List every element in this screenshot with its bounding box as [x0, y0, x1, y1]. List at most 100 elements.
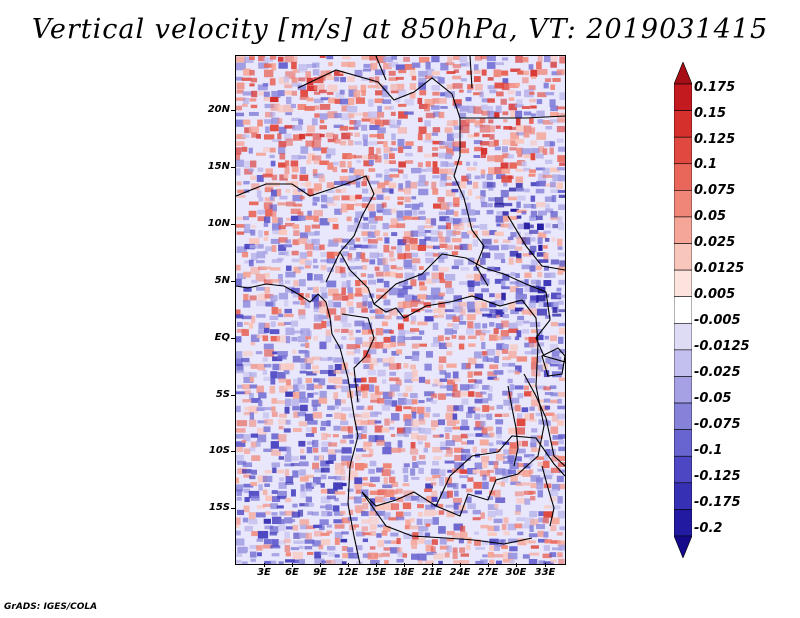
- field-cell: [271, 512, 278, 516]
- field-cell: [433, 294, 444, 300]
- field-cell: [452, 132, 463, 139]
- field-cell: [507, 552, 518, 560]
- field-cell: [453, 510, 463, 514]
- field-cell: [384, 180, 390, 186]
- field-cell: [411, 432, 419, 440]
- field-cell: [536, 61, 542, 70]
- field-cell: [496, 481, 504, 486]
- field-cell: [545, 358, 552, 365]
- field-cell: [529, 98, 537, 103]
- field-cell: [271, 174, 278, 181]
- field-cell: [501, 523, 507, 531]
- field-cell: [507, 90, 515, 95]
- lake-tanganyika: [507, 385, 519, 467]
- field-cell: [460, 308, 466, 316]
- field-cell: [374, 230, 380, 237]
- field-cell: [521, 106, 531, 109]
- field-cell: [487, 376, 497, 380]
- field-cell: [551, 414, 560, 422]
- field-cell: [396, 223, 406, 228]
- field-cell: [486, 357, 497, 362]
- field-cell: [249, 412, 254, 420]
- field-cell: [403, 463, 410, 468]
- field-cell: [508, 257, 514, 265]
- field-cell: [459, 547, 466, 553]
- field-cell: [439, 385, 448, 389]
- field-cell: [346, 203, 355, 211]
- field-cell: [411, 343, 419, 349]
- field-cell: [318, 75, 326, 81]
- field-cell: [292, 188, 304, 196]
- field-cell: [473, 427, 484, 431]
- colorbar-bin: [674, 429, 692, 457]
- field-cell: [535, 456, 545, 460]
- field-cell: [355, 237, 361, 242]
- field-cell: [353, 357, 360, 364]
- field-cell: [487, 510, 496, 518]
- field-cell: [236, 168, 241, 176]
- field-cell: [339, 176, 349, 182]
- colorbar-label-0-025: 0.025: [694, 235, 736, 250]
- field-cell: [403, 511, 412, 517]
- field-cell: [237, 189, 247, 194]
- field-cell: [417, 162, 423, 168]
- field-cell: [262, 489, 268, 496]
- field-cell: [543, 302, 554, 307]
- field-cell: [332, 505, 340, 512]
- field-cell: [543, 230, 551, 234]
- field-cell: [248, 259, 254, 267]
- field-cell: [433, 456, 442, 461]
- field-cell: [480, 174, 486, 179]
- field-cell: [277, 434, 287, 442]
- field-cell: [430, 287, 441, 295]
- field-cell: [334, 462, 345, 471]
- field-cell: [516, 159, 525, 166]
- field-cell: [278, 126, 287, 134]
- field-cell: [487, 313, 498, 319]
- field-cell: [531, 447, 538, 453]
- field-cell: [265, 511, 271, 515]
- field-cell: [242, 119, 251, 125]
- field-cell: [487, 266, 496, 272]
- field-cell: [515, 90, 522, 97]
- field-cell: [454, 490, 459, 497]
- field-cell: [517, 153, 523, 158]
- field-cell: [264, 187, 274, 193]
- field-cell: [452, 230, 461, 235]
- field-cell: [461, 484, 467, 489]
- field-cell: [382, 391, 393, 400]
- field-cell: [341, 407, 352, 411]
- field-cell: [452, 497, 463, 503]
- field-cell: [430, 299, 436, 305]
- field-cell: [474, 379, 483, 384]
- field-cell: [438, 272, 444, 280]
- field-cell: [537, 68, 548, 75]
- field-cell: [550, 61, 557, 68]
- field-cell: [327, 244, 338, 247]
- field-cell: [340, 413, 347, 421]
- field-cell: [517, 223, 524, 230]
- field-cell: [369, 490, 380, 495]
- field-cell: [258, 266, 267, 271]
- field-cell: [272, 467, 277, 474]
- field-cell: [318, 300, 326, 308]
- field-cell: [376, 194, 384, 200]
- field-cell: [271, 539, 279, 547]
- field-cell: [312, 155, 322, 161]
- field-cell: [236, 428, 246, 433]
- lon-label-18e: 18E: [393, 567, 415, 578]
- field-cell: [250, 558, 256, 562]
- field-cell: [516, 497, 526, 504]
- field-cell: [396, 547, 403, 554]
- field-cell: [306, 231, 317, 236]
- field-cell: [459, 321, 467, 325]
- field-cell: [270, 103, 280, 111]
- field-cell: [377, 489, 387, 496]
- field-cell: [286, 217, 294, 221]
- field-cell: [270, 503, 278, 509]
- field-cell: [362, 390, 368, 399]
- field-cell: [397, 83, 405, 92]
- field-cell: [495, 426, 502, 435]
- field-cell: [510, 309, 519, 315]
- field-cell: [299, 252, 307, 260]
